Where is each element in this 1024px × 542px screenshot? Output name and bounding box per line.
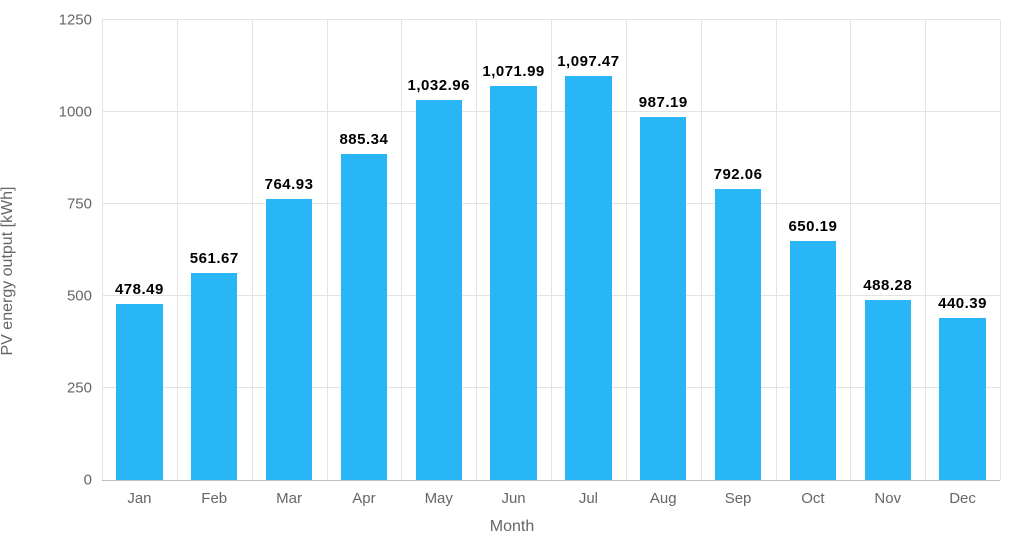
bar-value-label: 1,097.47 [557,53,619,70]
bar-value-label: 885.34 [339,131,388,148]
bar [490,86,536,480]
x-tick-label: Nov [874,490,901,507]
bar [715,189,761,480]
bar [191,273,237,480]
bar [565,76,611,480]
x-tick-label: Feb [201,490,227,507]
bar-slot: 561.67Feb [177,20,252,480]
bar-value-label: 488.28 [863,277,912,294]
bar [640,117,686,480]
x-tick-label: Oct [801,490,824,507]
x-axis-label: Month [490,518,534,536]
x-tick-label: Jan [127,490,151,507]
x-tick-label: Sep [725,490,752,507]
bar-slot: 885.34Apr [327,20,402,480]
bar-slot: 650.19Oct [776,20,851,480]
x-tick-label: Jun [501,490,525,507]
x-tick-label: Mar [276,490,302,507]
x-tick-label: Dec [949,490,976,507]
y-tick-label: 750 [67,196,92,213]
y-tick-label: 500 [67,288,92,305]
plot-area: 025050075010001250478.49Jan561.67Feb764.… [102,20,1000,480]
y-tick-label: 0 [84,472,92,489]
y-tick-label: 1250 [59,12,92,29]
bar-value-label: 561.67 [190,250,239,267]
bar [790,241,836,480]
bar-value-label: 650.19 [788,218,837,235]
bar [266,199,312,480]
bar [341,154,387,480]
x-tick-label: Jul [579,490,598,507]
bar [865,300,911,480]
bar-slot: 987.19Aug [626,20,701,480]
bar-slot: 1,097.47Jul [551,20,626,480]
bar-slot: 488.28Nov [850,20,925,480]
bar [939,318,985,480]
bar-value-label: 764.93 [265,176,314,193]
bar-slot: 1,071.99Jun [476,20,551,480]
bar-value-label: 1,032.96 [408,77,470,94]
bar [116,304,162,480]
bar-value-label: 792.06 [714,166,763,183]
x-axis-baseline [102,480,1000,481]
bar-slot: 764.93Mar [252,20,327,480]
bar-value-label: 478.49 [115,281,164,298]
bar-value-label: 987.19 [639,94,688,111]
y-axis-label: PV energy output [kWh] [0,187,17,356]
bar [416,100,462,480]
category-separator [1000,20,1001,480]
bar-slot: 440.39Dec [925,20,1000,480]
x-tick-label: May [425,490,453,507]
pv-energy-bar-chart: PV energy output [kWh] Month 0 250 500 750 1… [0,0,1024,542]
bar-slot: 1,032.96May [401,20,476,480]
bar-value-label: 1,071.99 [482,63,544,80]
y-tick-label: 1000 [59,104,92,121]
bar-value-label: 440.39 [938,295,987,312]
bar-slot: 478.49Jan [102,20,177,480]
bar-slot: 792.06Sep [701,20,776,480]
x-tick-label: Aug [650,490,677,507]
y-tick-label: 250 [67,380,92,397]
x-tick-label: Apr [352,490,375,507]
